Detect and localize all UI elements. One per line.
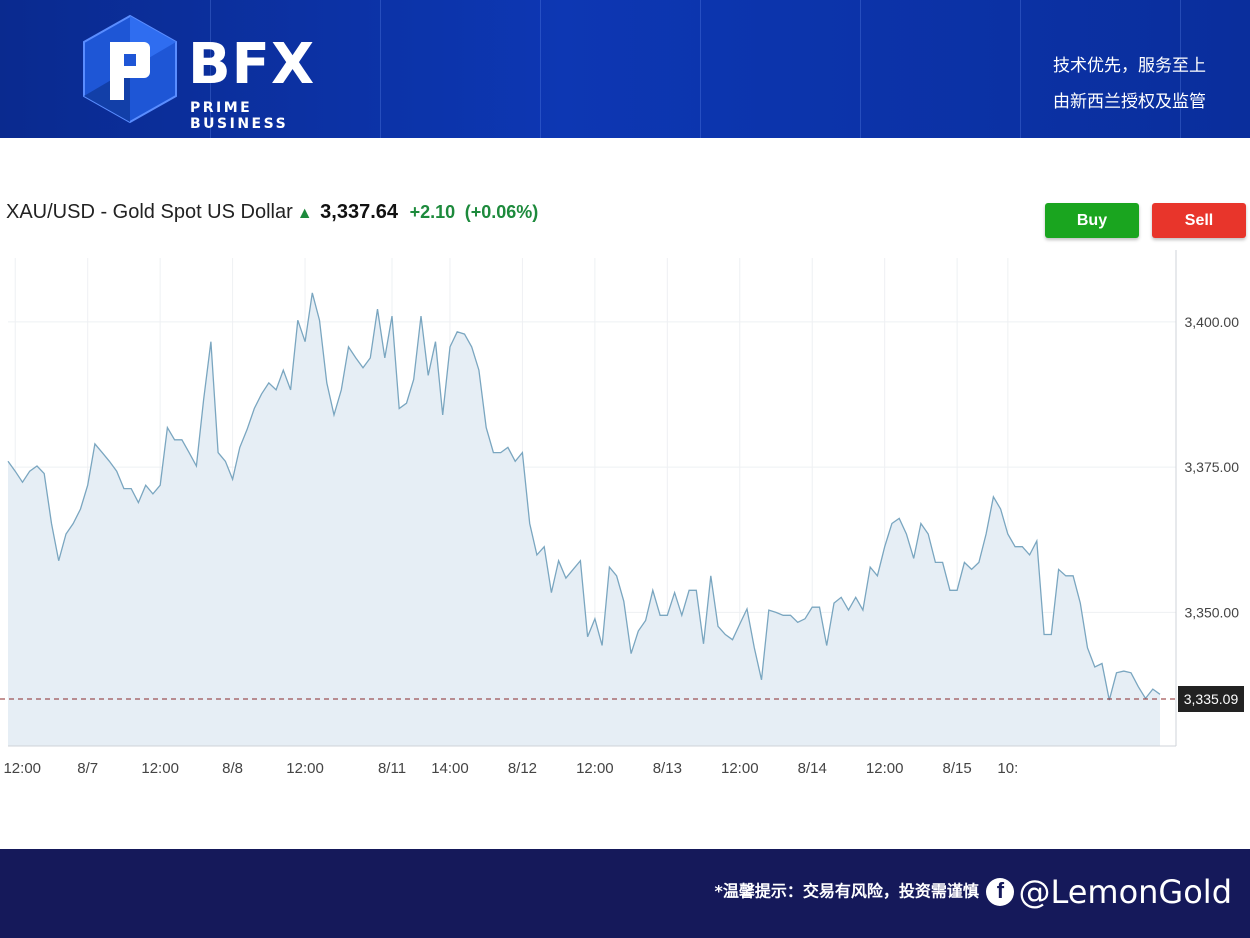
facebook-icon: f [986,878,1015,906]
account-handle: @LemonGold [1018,873,1232,911]
hexagon-logo-icon [83,14,177,124]
x-tick-label: 8/14 [798,760,827,777]
y-tick-label: 3,350.00 [1185,604,1240,620]
x-tick-label: 12:00 [141,760,179,777]
x-tick-label: 8/8 [222,760,243,777]
slogan: 技术优先，服务至上 由新西兰授权及监管 [1053,48,1206,120]
logo-subtitle: PRIME BUSINESS [190,100,289,132]
x-tick-label: 8/12 [508,760,537,777]
price-area [8,292,1160,746]
y-tick-label: 3,400.00 [1185,314,1240,330]
slogan-line-2: 由新西兰授权及监管 [1053,92,1206,112]
current-price-label: 3,335.09 [1184,691,1239,707]
buy-button[interactable]: Buy [1045,203,1139,238]
price-change: +2.10 [409,202,456,222]
slogan-line-1: 技术优先，服务至上 [1053,56,1206,76]
x-tick-label: 8/7 [77,760,98,777]
x-tick-label: 12:00 [576,760,614,777]
up-arrow-icon: ▲ [296,205,313,222]
pbfx-logo: BFX PRIME BUSINESS [80,14,350,132]
x-tick-label: 8/11 [378,760,406,777]
price-change-percent: (+0.06%) [464,202,539,222]
x-tick-label: 12:00 [866,760,904,777]
y-tick-label: 3,375.00 [1185,459,1240,475]
symbol-name: XAU/USD - Gold Spot US Dollar [6,201,293,223]
sell-button[interactable]: Sell [1152,203,1246,238]
price-chart: 3,335.09 3,350.00 3,375.00 3,400.00 12:00 8/7… [0,250,1244,777]
price-line [7,292,1161,701]
x-tick-label: 8/13 [653,760,682,777]
x-tick-label: 12:00 [3,760,41,777]
footer-banner: *温馨提示：交易有风险，投资需谨慎 f @LemonGold [0,849,1250,938]
x-tick-label: 8/15 [943,760,972,777]
x-tick-label: 14:00 [431,760,469,777]
current-price-tag [1178,686,1244,713]
last-price: 3,337.64 [320,201,399,223]
x-tick-label: 10: [997,760,1018,777]
risk-warning: *温馨提示：交易有风险，投资需谨慎 [714,881,979,901]
x-tick-label: 12:00 [286,760,324,777]
footer-tip: *温馨提示：交易有风险，投资需谨慎 f @LemonGold [714,873,1232,911]
x-tick-label: 12:00 [721,760,759,777]
quote-bar: XAU/USD - Gold Spot US Dollar ▲ 3,337.64 … [6,201,538,224]
header-banner: BFX PRIME BUSINESS 技术优先，服务至上 由新西兰授权及监管 [0,0,1250,138]
logo-wordmark: BFX [188,32,316,97]
